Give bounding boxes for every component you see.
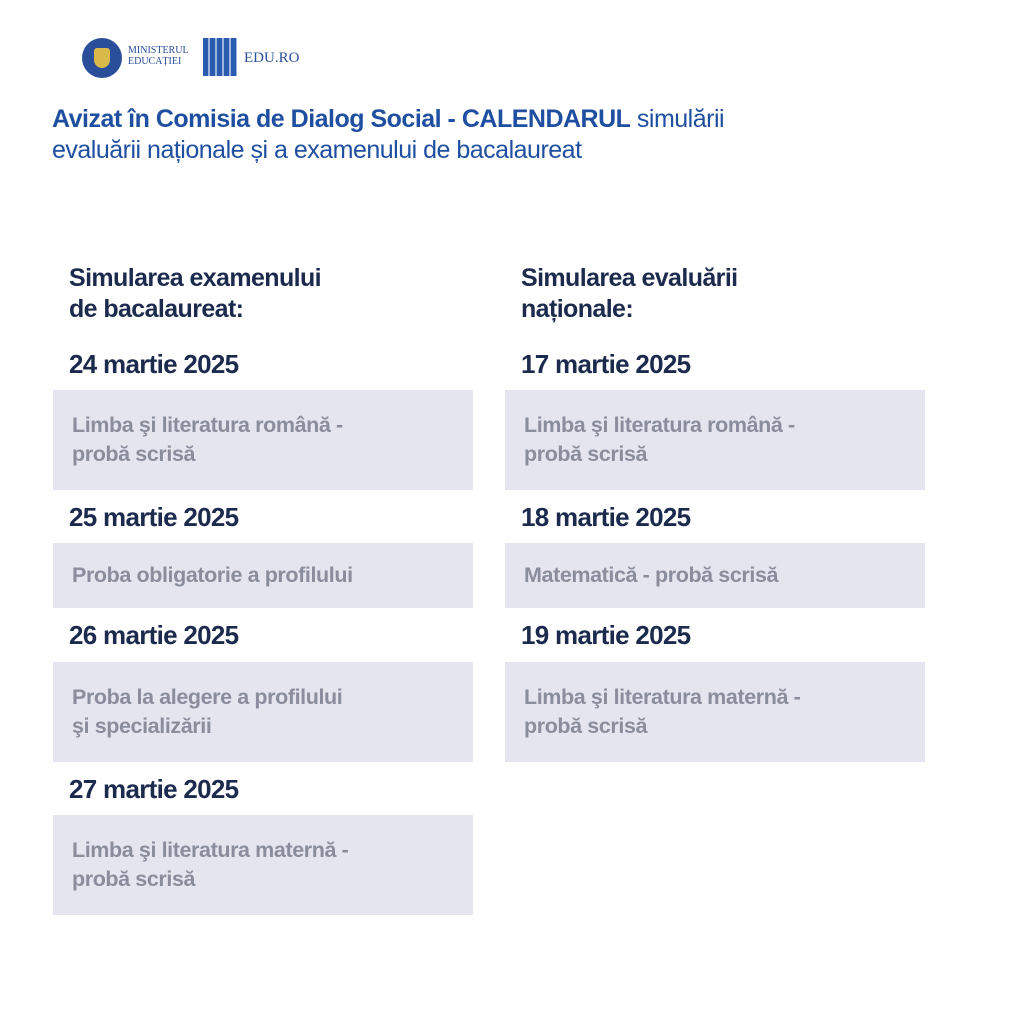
entry-date: 25 martie 2025	[69, 502, 239, 532]
eduro-building-icon	[203, 38, 237, 76]
national-eval-heading: Simularea evaluării naționale:	[521, 264, 738, 323]
exam-box: Matematică - probă scrisă	[505, 543, 925, 608]
bac-simulation-heading: Simularea examenului de bacalaureat:	[69, 264, 322, 323]
page-title: Avizat în Comisia de Dialog Social - CAL…	[52, 105, 725, 164]
ministry-logo	[82, 38, 122, 78]
exam-box: Limba şi literatura maternă - probă scris…	[53, 815, 473, 915]
exam-box: Proba la alegere a profilului şi speciali…	[53, 662, 473, 762]
entry-date: 17 martie 2025	[521, 349, 691, 379]
exam-box: Limba şi literatura maternă - probă scris…	[505, 662, 925, 762]
entry-date: 24 martie 2025	[69, 349, 239, 379]
entry-date: 19 martie 2025	[521, 620, 691, 650]
exam-box: Limba şi literatura română - probă scrisă	[53, 390, 473, 490]
exam-box: Proba obligatorie a profilului	[53, 543, 473, 608]
ministry-name: MINISTERUL EDUCAȚIEI	[128, 45, 189, 67]
exam-box: Limba şi literatura română - probă scrisă	[505, 390, 925, 490]
eduro-logo: EDU.RO	[244, 50, 300, 66]
entry-date: 26 martie 2025	[69, 620, 239, 650]
entry-date: 18 martie 2025	[521, 502, 691, 532]
entry-date: 27 martie 2025	[69, 774, 239, 804]
coat-of-arms-icon	[94, 48, 110, 68]
